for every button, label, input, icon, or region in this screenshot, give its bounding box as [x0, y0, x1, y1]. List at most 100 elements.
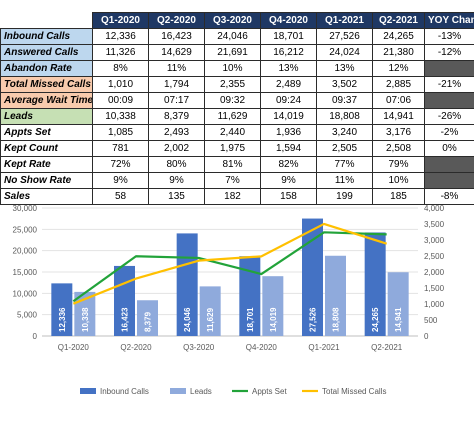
- bar-data-label: 14,019: [269, 307, 278, 332]
- table-cell: 09:32: [204, 92, 261, 109]
- table-cell: 8%: [92, 60, 149, 77]
- table-body: Inbound Calls 12,336 16,423 24,046 18,701 27,…: [0, 28, 474, 205]
- table-cell: 07:17: [148, 92, 205, 109]
- table-cell: 8,379: [148, 108, 205, 125]
- left-tick-label: 15,000: [13, 268, 38, 277]
- table-cell: 00:09: [92, 92, 149, 109]
- chart-legend: Inbound Calls Leads Appts Set Total Missed …: [80, 387, 386, 396]
- column-header: YOY Change: [424, 12, 474, 29]
- metric-label: Answered Calls: [0, 44, 93, 61]
- bar-data-label: 16,423: [121, 307, 130, 332]
- table-cell: 781: [92, 140, 149, 157]
- legend-label: Leads: [190, 387, 212, 396]
- table-cell: 1,594: [260, 140, 317, 157]
- left-tick-label: 5,000: [17, 311, 38, 320]
- yoy-cell: -26%: [424, 108, 474, 125]
- column-header: Q1-2021: [316, 12, 373, 29]
- bar: [387, 272, 409, 336]
- bar: [199, 286, 221, 336]
- table-cell: 7%: [204, 172, 261, 189]
- table-cell: 3,502: [316, 76, 373, 93]
- table-cell: 11,629: [204, 108, 261, 125]
- metric-label: Kept Rate: [0, 156, 93, 173]
- left-axis: 0 5,000 10,000 15,000 20,000 25,000 30,000: [13, 204, 38, 341]
- right-tick-label: 500: [424, 316, 438, 325]
- bar-data-label: 18,701: [246, 307, 255, 332]
- bar-data-label: 18,808: [332, 307, 341, 332]
- table-cell: 2,493: [148, 124, 205, 141]
- bar: [74, 291, 96, 336]
- table-row: Appts Set 1,085 2,493 2,440 1,936 3,240 3,176-…: [0, 124, 474, 141]
- series-line: [72, 222, 387, 305]
- table-cell: 2,489: [260, 76, 317, 93]
- bar: [302, 218, 323, 336]
- table-row: Kept Count 781 2,002 1,975 1,594 2,505 2,508 0%: [0, 140, 474, 157]
- table-corner-cell: [0, 12, 93, 29]
- table-cell: 12%: [372, 60, 425, 77]
- yoy-cell: [424, 172, 474, 189]
- x-tick-label: Q3-2020: [183, 343, 215, 352]
- table-cell: 13%: [260, 60, 317, 77]
- column-header: Q1-2020: [92, 12, 149, 29]
- table-cell: 199: [316, 188, 373, 205]
- legend-swatch: [170, 388, 186, 394]
- left-tick-label: 30,000: [13, 204, 38, 213]
- table-row: Average Wait Time 00:09 07:17 09:32 09:24 09:…: [0, 92, 474, 109]
- table-cell: 2,002: [148, 140, 205, 157]
- legend-label: Appts Set: [252, 387, 287, 396]
- bar-data-label: 24,265: [371, 307, 380, 332]
- table-cell: 16,212: [260, 44, 317, 61]
- table-cell: 182: [204, 188, 261, 205]
- right-tick-label: 4,000: [424, 204, 445, 213]
- table-cell: 9%: [260, 172, 317, 189]
- table-cell: 3,240: [316, 124, 373, 141]
- yoy-cell: [424, 60, 474, 77]
- x-axis: Q1-2020 Q2-2020 Q3-2020 Q4-2020 Q1-2021 Q2-20…: [58, 343, 403, 352]
- table-cell: 14,019: [260, 108, 317, 125]
- table-cell: 1,794: [148, 76, 205, 93]
- table-row: Total Missed Calls 1,010 1,794 2,355 2,489 3,…: [0, 76, 474, 93]
- metric-label: Inbound Calls: [0, 28, 93, 45]
- table-cell: 18,701: [260, 28, 317, 45]
- table-cell: 135: [148, 188, 205, 205]
- table-cell: 1,085: [92, 124, 149, 141]
- right-tick-label: 1,500: [424, 284, 445, 293]
- right-tick-label: 3,000: [424, 236, 445, 245]
- right-tick-label: 1,000: [424, 300, 445, 309]
- metric-label: No Show Rate: [0, 172, 93, 189]
- table-cell: 09:37: [316, 92, 373, 109]
- yoy-cell: [424, 156, 474, 173]
- table-cell: 9%: [92, 172, 149, 189]
- bar-data-label: 27,526: [309, 307, 318, 332]
- yoy-cell: -21%: [424, 76, 474, 93]
- table-cell: 2,505: [316, 140, 373, 157]
- table-cell: 77%: [316, 156, 373, 173]
- left-tick-label: 25,000: [13, 225, 38, 234]
- right-tick-label: 2,000: [424, 268, 445, 277]
- table-cell: 14,629: [148, 44, 205, 61]
- column-header: Q4-2020: [260, 12, 317, 29]
- table-cell: 10%: [372, 172, 425, 189]
- table-cell: 11%: [316, 172, 373, 189]
- table-cell: 2,440: [204, 124, 261, 141]
- table-cell: 3,176: [372, 124, 425, 141]
- table-cell: 10,338: [92, 108, 149, 125]
- right-tick-label: 3,500: [424, 220, 445, 229]
- table-cell: 81%: [204, 156, 261, 173]
- table-cell: 14,941: [372, 108, 425, 125]
- metric-label: Leads: [0, 108, 93, 125]
- left-tick-label: 0: [33, 332, 38, 341]
- bar: [239, 256, 261, 336]
- right-tick-label: 0: [424, 332, 429, 341]
- table-cell: 1,936: [260, 124, 317, 141]
- left-tick-label: 20,000: [13, 247, 38, 256]
- combo-chart: 0 5,000 10,000 15,000 20,000 25,000 30,000 0 50…: [13, 204, 445, 396]
- x-tick-label: Q2-2020: [120, 343, 152, 352]
- table-cell: 9%: [148, 172, 205, 189]
- table-cell: 24,046: [204, 28, 261, 45]
- bar-data-label: 11,629: [206, 307, 215, 332]
- gridlines: [42, 207, 418, 337]
- table-cell: 80%: [148, 156, 205, 173]
- column-header: Q2-2021: [372, 12, 425, 29]
- right-axis: 0 500 1,000 1,500 2,000 2,500 3,000 3,500 4,000: [424, 204, 445, 341]
